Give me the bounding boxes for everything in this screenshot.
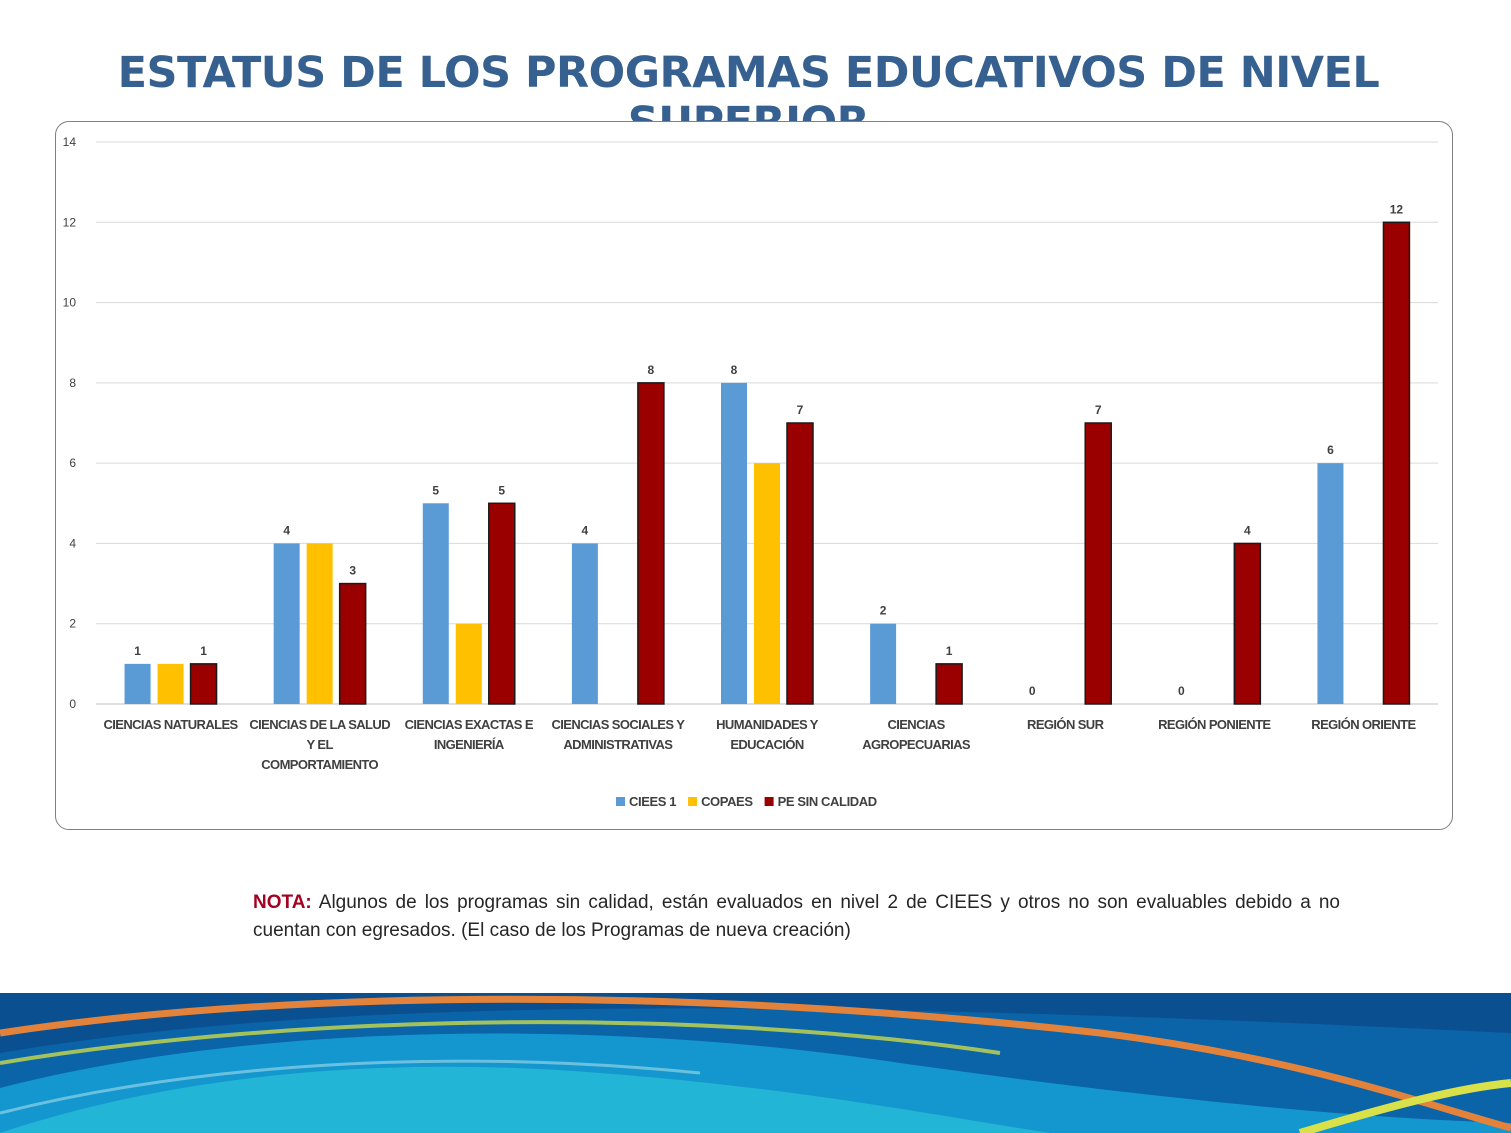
data-label: 5 xyxy=(498,483,505,497)
category-label: REGIÓN SUR xyxy=(1027,717,1105,732)
category-label: REGIÓN ORIENTE xyxy=(1311,717,1416,732)
category-label: INGENIERÍA xyxy=(434,737,505,752)
y-axis: 0 2 4 6 8 10 12 14 xyxy=(63,135,77,711)
bar xyxy=(338,582,367,705)
data-label: 7 xyxy=(797,403,804,417)
category-label: HUMANIDADES Y xyxy=(716,717,819,732)
data-label: 0 xyxy=(1029,684,1036,698)
legend-label: CIEES 1 xyxy=(629,794,676,809)
data-label: 6 xyxy=(1327,443,1334,457)
category-label: CIENCIAS EXACTAS E xyxy=(405,717,534,732)
data-label: 1 xyxy=(200,644,207,658)
note-text: Algunos de los programas sin calidad, es… xyxy=(253,892,1340,941)
bar xyxy=(488,502,516,705)
y-tick-label: 4 xyxy=(69,536,76,550)
data-labels: 1 1 4 3 5 5 4 8 8 7 2 1 0 7 0 4 6 12 xyxy=(134,202,1403,698)
x-axis: CIENCIAS NATURALES CIENCIAS DE LA SALUD Y … xyxy=(103,717,1417,772)
data-label: 2 xyxy=(880,604,887,618)
bars xyxy=(124,221,1411,705)
bar xyxy=(870,623,897,704)
legend-swatch xyxy=(764,797,774,806)
category-label: CIENCIAS NATURALES xyxy=(103,717,238,732)
bar xyxy=(754,463,780,704)
bar xyxy=(124,663,151,704)
category-label: Y EL xyxy=(307,737,334,752)
bar xyxy=(455,623,482,704)
bar xyxy=(1317,463,1344,704)
y-tick-label: 8 xyxy=(69,376,76,390)
bar xyxy=(1084,422,1112,705)
bar xyxy=(157,663,184,704)
legend-label: COPAES xyxy=(701,794,753,809)
data-label: 5 xyxy=(432,483,439,497)
bar xyxy=(422,503,449,704)
category-label: CIENCIAS SOCIALES Y xyxy=(551,717,685,732)
category-label: REGIÓN PONIENTE xyxy=(1158,717,1271,732)
bar xyxy=(786,422,814,705)
y-tick-label: 2 xyxy=(69,617,76,631)
category-label: CIENCIAS xyxy=(887,717,945,732)
bar xyxy=(721,382,747,704)
data-label: 0 xyxy=(1178,684,1185,698)
chart-frame: 0 2 4 6 8 10 12 14 1 1 4 3 5 5 4 8 8 7 2 1 0 7 0 4 6 12 CIENCIAS… xyxy=(55,121,1453,830)
category-label: ADMINISTRATIVAS xyxy=(563,737,673,752)
note: NOTA: Algunos de los programas sin calid… xyxy=(253,889,1340,945)
bar xyxy=(273,543,300,704)
legend-label: PE SIN CALIDAD xyxy=(778,794,877,809)
data-label: 7 xyxy=(1095,403,1102,417)
bar xyxy=(637,382,665,705)
y-tick-label: 12 xyxy=(63,215,77,229)
legend-swatch xyxy=(616,797,625,806)
y-tick-label: 14 xyxy=(63,135,77,149)
data-label: 4 xyxy=(582,523,589,537)
category-label: AGROPECUARIAS xyxy=(862,737,971,752)
data-label: 12 xyxy=(1390,202,1404,216)
category-label: COMPORTAMIENTO xyxy=(261,757,378,772)
data-label: 8 xyxy=(731,363,738,377)
bar xyxy=(1233,542,1262,705)
data-label: 8 xyxy=(648,363,655,377)
y-tick-label: 6 xyxy=(69,456,76,470)
legend: CIEES 1 COPAES PE SIN CALIDAD xyxy=(616,794,877,809)
y-tick-label: 10 xyxy=(63,296,77,310)
bar xyxy=(306,543,333,704)
data-label: 4 xyxy=(1244,523,1251,537)
category-label: EDUCACIÓN xyxy=(730,737,804,752)
y-tick-label: 0 xyxy=(69,697,76,711)
bar xyxy=(189,663,218,705)
bar xyxy=(571,543,598,704)
data-label: 4 xyxy=(283,523,290,537)
data-label: 1 xyxy=(946,644,953,658)
footer-wave-graphic xyxy=(0,993,1511,1133)
data-label: 3 xyxy=(349,564,356,578)
bar xyxy=(935,663,963,705)
note-label: NOTA: xyxy=(253,892,312,913)
category-label: CIENCIAS DE LA SALUD xyxy=(249,717,390,732)
bar xyxy=(1382,221,1411,705)
legend-swatch xyxy=(688,797,698,806)
data-label: 1 xyxy=(134,644,141,658)
